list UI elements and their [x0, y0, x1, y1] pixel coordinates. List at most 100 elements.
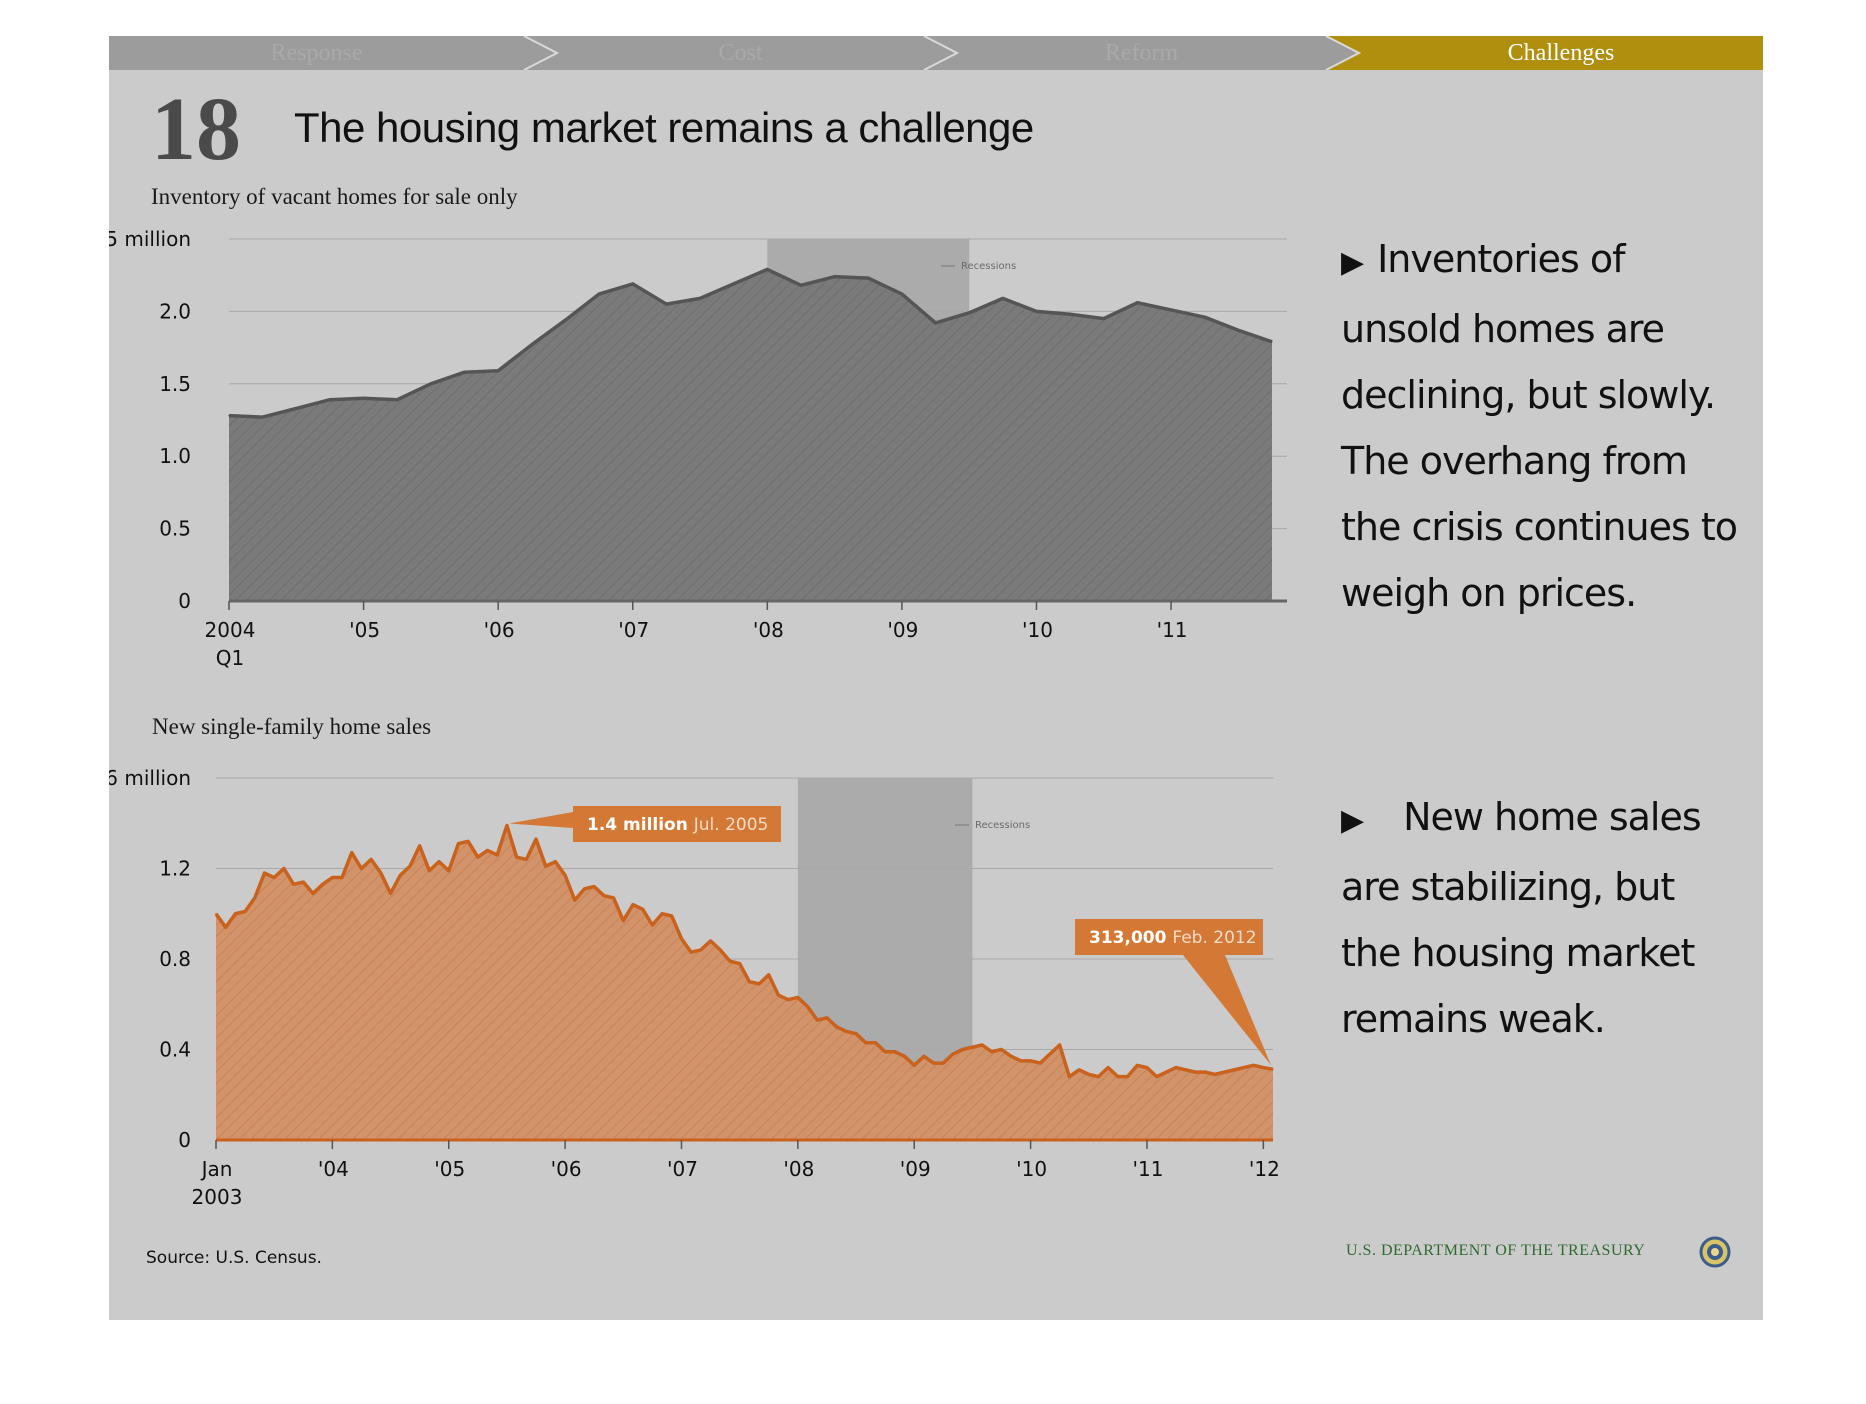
callout-pointer — [508, 812, 573, 828]
progress-nav: Response Cost Reform Challenges — [109, 36, 1763, 71]
data-point — [1253, 1064, 1255, 1066]
treasury-seal-icon — [1699, 1236, 1731, 1268]
series-area — [216, 825, 1273, 1140]
data-point — [535, 838, 537, 840]
x-tick-label: '09 — [887, 618, 918, 642]
data-point — [1059, 1044, 1061, 1046]
data-point — [292, 883, 295, 885]
recession-band — [797, 778, 973, 1140]
data-point — [1097, 1076, 1100, 1078]
data-point — [1262, 1067, 1264, 1069]
data-point — [234, 913, 236, 915]
data-point — [1020, 1060, 1022, 1062]
x-tick-label: '10 — [1022, 618, 1053, 642]
nav-bg-reform — [924, 36, 1359, 70]
data-point — [322, 883, 324, 885]
data-point — [1035, 310, 1038, 312]
data-point — [1117, 1076, 1119, 1078]
data-point — [448, 870, 450, 872]
y-tick-label: 0.4 — [159, 1038, 191, 1062]
data-point — [903, 1055, 906, 1057]
data-point — [632, 904, 634, 906]
data-point — [574, 899, 576, 901]
data-point — [583, 888, 586, 890]
data-point — [913, 1064, 915, 1066]
data-point — [962, 1048, 964, 1051]
data-point — [1146, 1067, 1148, 1069]
data-point — [215, 913, 217, 915]
data-point — [603, 895, 605, 897]
data-point — [497, 370, 499, 372]
data-point — [531, 344, 533, 346]
data-point — [1049, 1053, 1051, 1055]
nav-step-response[interactable]: Response — [270, 40, 363, 66]
data-point — [867, 277, 869, 279]
x-tick-label: '05 — [434, 1157, 465, 1181]
data-point — [1136, 1064, 1138, 1066]
data-point — [1170, 309, 1172, 311]
nav-step-cost[interactable]: Cost — [718, 40, 763, 66]
data-point — [1271, 341, 1273, 343]
data-point — [312, 892, 314, 894]
recession-band — [767, 239, 970, 601]
data-point — [826, 1017, 828, 1019]
series-area — [229, 269, 1272, 601]
data-point — [370, 858, 372, 861]
data-point — [564, 874, 566, 876]
data-point — [777, 994, 780, 996]
data-point — [1243, 1067, 1245, 1069]
sales-chart-title: New single-family home sales — [152, 714, 432, 739]
callout-value: 1.4 million — [587, 815, 694, 835]
data-point — [1237, 329, 1239, 331]
data-point — [496, 854, 498, 856]
callout-date: Jul. 2005 — [693, 815, 769, 835]
callout-box — [573, 806, 781, 842]
data-point — [396, 399, 398, 401]
data-point — [593, 886, 595, 888]
nav-step-reform[interactable]: Reform — [1104, 40, 1179, 66]
data-point — [564, 319, 567, 321]
data-point — [758, 983, 760, 985]
callout-pointer — [1183, 955, 1271, 1066]
nav-step-challenges[interactable]: Challenges — [1507, 40, 1615, 66]
data-point — [884, 1051, 886, 1053]
data-point — [244, 910, 246, 913]
data-point — [816, 1019, 818, 1021]
series-line — [214, 823, 1274, 1079]
data-point — [225, 926, 227, 928]
data-point — [709, 940, 712, 942]
callout-box — [1075, 919, 1263, 955]
data-point — [1010, 1055, 1012, 1057]
nav-bg-challenges — [1326, 36, 1763, 70]
data-point — [525, 858, 527, 861]
data-point — [699, 297, 701, 299]
recession-legend-label: Recessions — [975, 820, 1030, 831]
data-point — [516, 856, 518, 858]
x-tick-label: '07 — [618, 618, 649, 642]
data-point — [700, 949, 702, 951]
y-tick-label: 1.0 — [159, 444, 191, 468]
data-point — [1136, 302, 1139, 304]
x-tick-label: '08 — [753, 618, 784, 642]
data-point — [302, 881, 304, 883]
data-point — [428, 870, 430, 872]
data-point — [622, 919, 624, 922]
data-point — [1068, 1076, 1070, 1078]
inventory-chart-title: Inventory of vacant homes for sale only — [151, 184, 518, 209]
data-point — [874, 1042, 877, 1044]
y-tick-label: 0.5 — [159, 517, 191, 541]
data-point — [1194, 1071, 1197, 1073]
data-point — [942, 1062, 944, 1064]
data-point — [766, 268, 768, 271]
data-point — [262, 416, 264, 418]
x-tick-label: Q1 — [216, 646, 244, 670]
data-point — [748, 981, 750, 983]
data-point — [360, 867, 363, 870]
series-line — [228, 267, 1273, 419]
data-point — [1233, 1069, 1235, 1071]
data-point — [389, 892, 392, 894]
data-point — [283, 867, 285, 870]
x-tick-label: '07 — [667, 1157, 698, 1181]
data-point — [1000, 1048, 1003, 1051]
data-point — [865, 1042, 867, 1044]
